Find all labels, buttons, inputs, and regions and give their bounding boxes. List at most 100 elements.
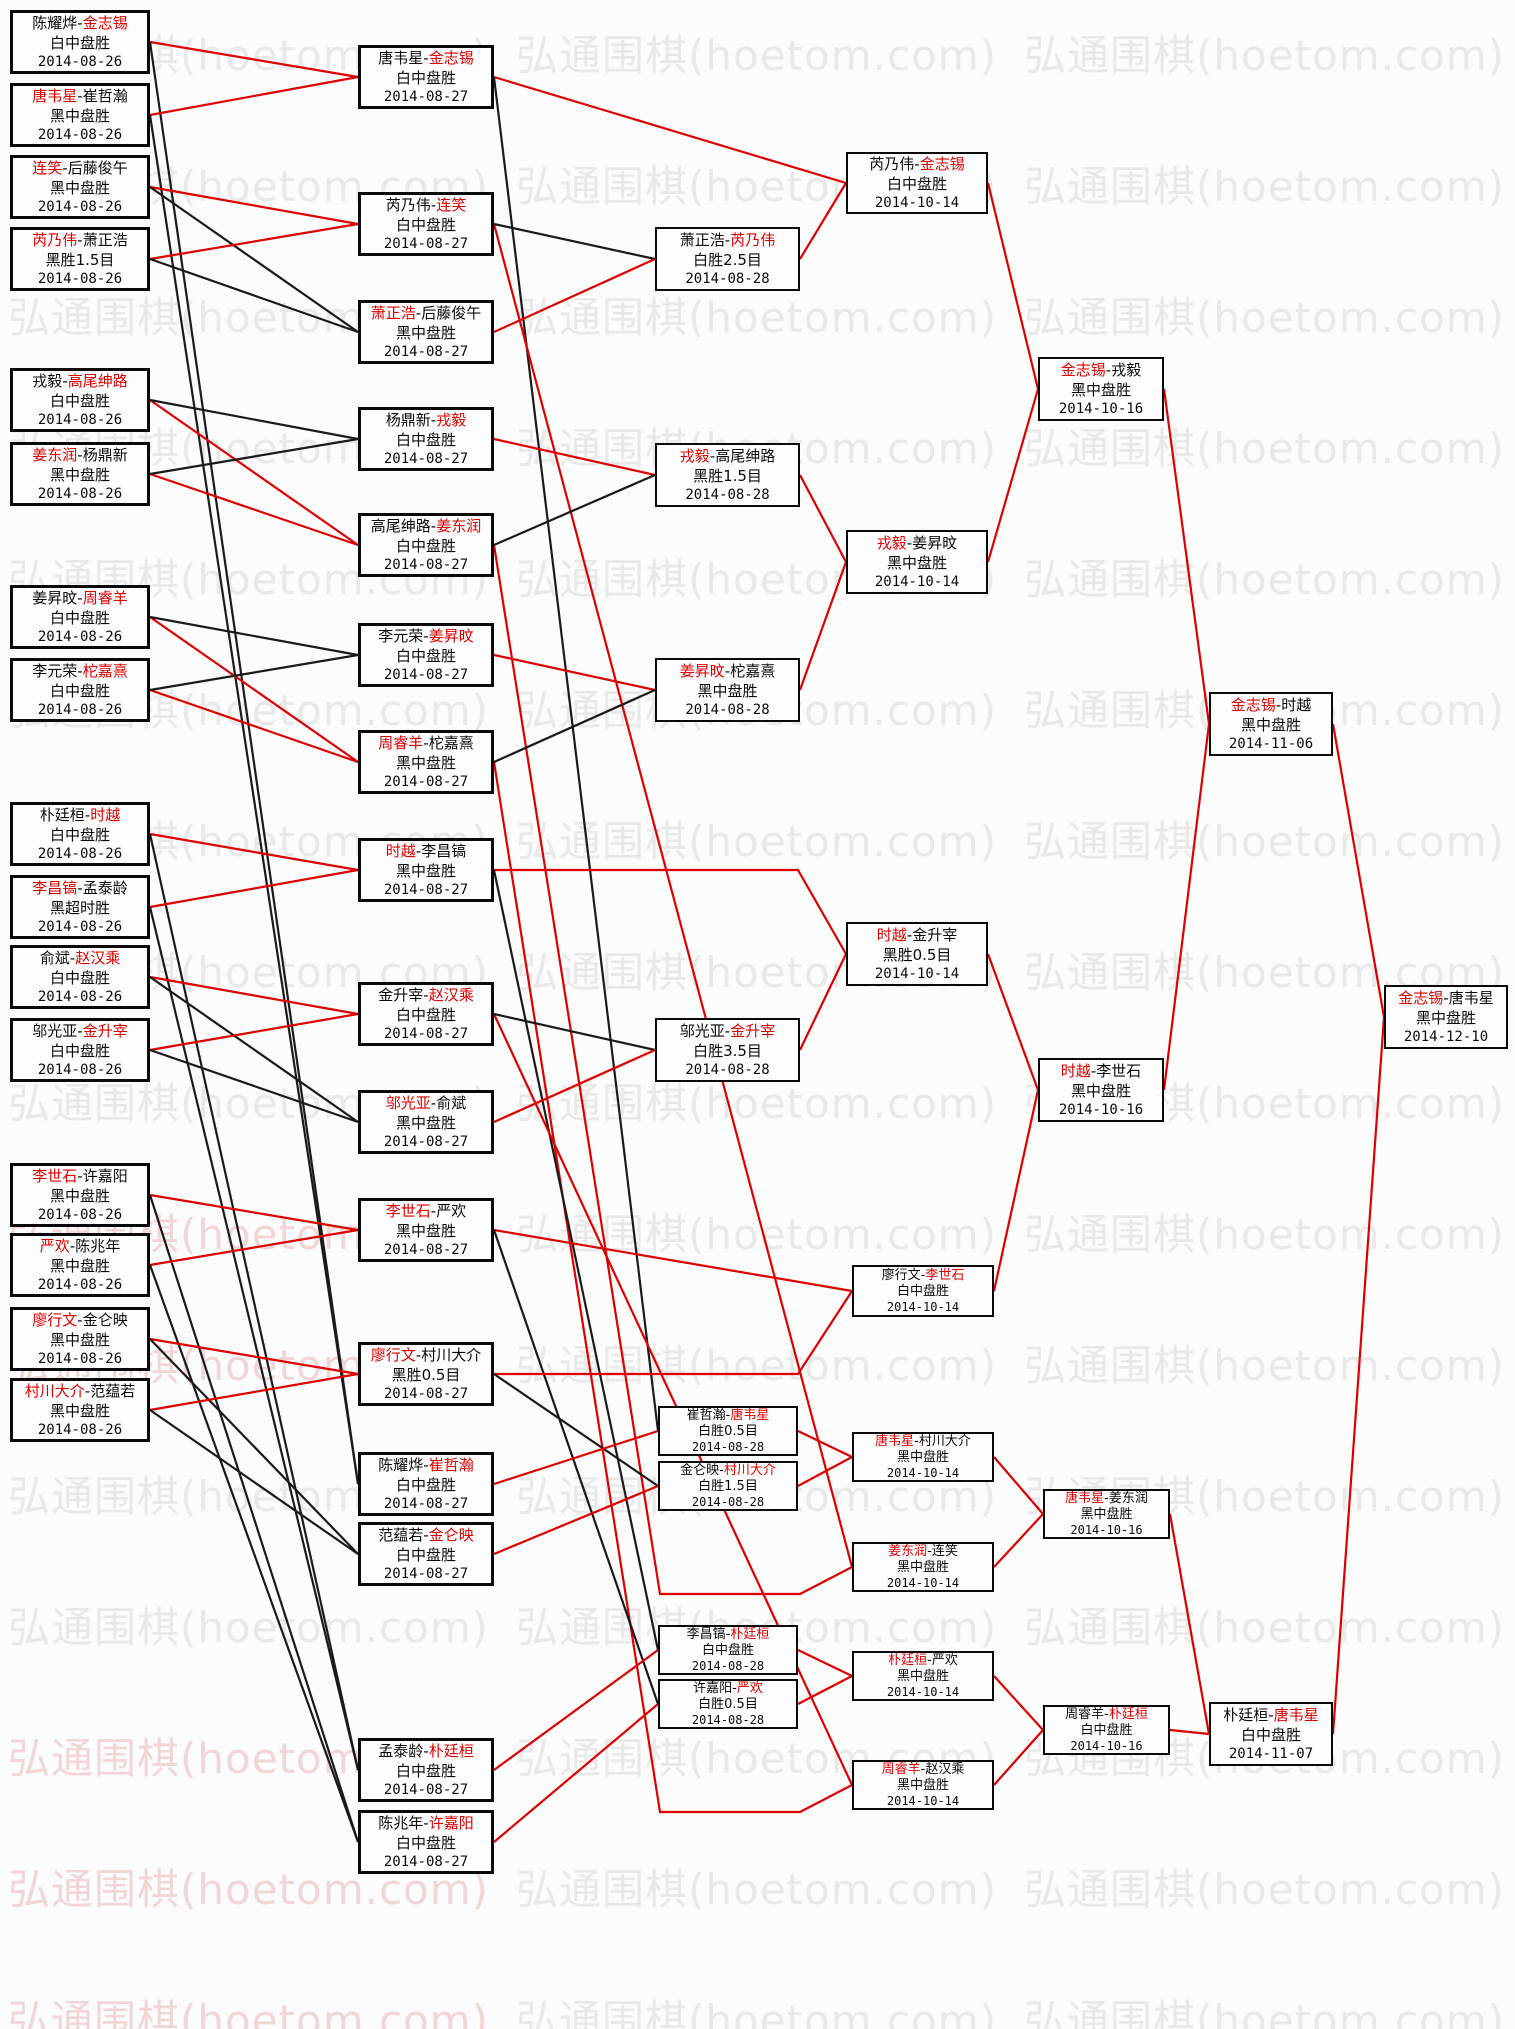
player2-name: 后藤俊午 — [67, 158, 128, 177]
dash-separator: - — [920, 1267, 926, 1283]
connector-win-r1m15-r2m12 — [149, 1337, 359, 1376]
player2-name: 严欢 — [931, 1652, 958, 1668]
match-box-r1m15: 廖行文-金仑映 黑中盘胜 2014-08-26 — [10, 1307, 150, 1371]
match-box-r2m12: 廖行文-村川大介 黑胜0.5目 2014-08-27 — [358, 1342, 494, 1406]
match-result: 白胜1.5目 — [698, 1478, 758, 1494]
match-box-r1m10: 李昌镐-孟泰龄 黑超时胜 2014-08-26 — [10, 875, 150, 939]
match-players: 邬光亚-金升宰 — [13, 1021, 147, 1041]
match-result: 白中盘胜 — [395, 1833, 456, 1852]
match-players: 连笑-后藤俊午 — [13, 158, 147, 178]
dash-separator: - — [415, 1345, 422, 1364]
player2-name: 俞斌 — [436, 1093, 467, 1112]
connector-lose-r2m9-r3m4 — [493, 1012, 656, 1052]
match-players: 姜昇旼-柁嘉熹 — [657, 661, 798, 681]
match-players: 戎毅-高尾绅路 — [13, 371, 147, 391]
match-players: 邬光亚-俞斌 — [361, 1093, 491, 1113]
dash-separator: - — [423, 733, 429, 752]
player2-name: 柁嘉熹 — [82, 661, 128, 680]
dash-separator: - — [77, 1021, 83, 1040]
match-date: 2014-08-26 — [37, 1276, 123, 1293]
match-date: 2014-08-26 — [37, 270, 123, 287]
match-date: 2014-08-27 — [383, 773, 469, 790]
match-players: 俞斌-赵汉乘 — [13, 948, 147, 968]
connector-win-r2m3-r3m1 — [493, 257, 656, 334]
match-players: 朴廷桓-严欢 — [854, 1653, 992, 1669]
match-result: 黑中盘胜 — [1070, 380, 1131, 399]
match-box-r2m14: 范蕴若-金仑映 白中盘胜 2014-08-27 — [358, 1522, 494, 1586]
match-players: 朴廷桓-时越 — [13, 805, 147, 825]
match-result: 黑中盘胜 — [896, 1559, 949, 1575]
match-date: 2014-08-28 — [691, 1712, 765, 1727]
player1-name: 朴廷桓 — [1223, 1705, 1269, 1724]
connector-lose-r1m4-r2m3 — [149, 257, 359, 334]
match-box-r4m7: 朴廷桓-严欢 黑中盘胜 2014-10-14 — [852, 1651, 994, 1701]
connector-win-r5m1-r6m1 — [1162, 388, 1211, 725]
match-result: 白中盘胜 — [395, 646, 456, 665]
match-box-r2m4: 杨鼎新-戎毅 白中盘胜 2014-08-27 — [358, 407, 494, 471]
dash-separator: - — [77, 661, 83, 680]
player2-name: 李昌镐 — [421, 841, 467, 860]
dash-separator: - — [430, 1093, 437, 1112]
connector-win-r1m6-r2m5 — [149, 472, 359, 547]
connector-lose-r1m12-r2m10 — [149, 1048, 359, 1124]
dash-separator: - — [423, 626, 429, 645]
watermark-text: 弘通围棋(hoetom.com) — [1024, 817, 1506, 866]
connector-win-r3m2-r4m2 — [799, 474, 847, 563]
match-result: 黑胜0.5目 — [391, 1365, 461, 1384]
player1-name: 芮乃伟 — [32, 230, 78, 249]
connector-win-r1m11-r2m9 — [149, 975, 359, 1016]
player1-name: 姜东润 — [32, 445, 78, 464]
match-box-r3m6: 金仑映-村川大介 白胜1.5目 2014-08-28 — [658, 1461, 798, 1511]
player1-name: 李昌镐 — [32, 878, 78, 897]
connector-win-r2m1-r4m1 — [493, 75, 847, 185]
player2-name: 姜昇旼 — [428, 626, 474, 645]
match-result: 白中盘胜 — [49, 33, 110, 52]
watermark-text: 弘通围棋(hoetom.com) — [1024, 293, 1506, 342]
player2-name: 戎毅 — [1111, 360, 1142, 379]
player1-name: 戎毅 — [32, 371, 63, 390]
connector-win-r1m1-r2m1 — [149, 40, 359, 79]
dash-separator: - — [430, 516, 437, 535]
connector-win-r2m4-r3m2 — [493, 437, 656, 477]
connector-win-r1m2-r2m1 — [149, 75, 359, 117]
match-players: 金志锡-时越 — [1211, 695, 1331, 715]
match-result: 黑中盘胜 — [49, 106, 110, 125]
match-players: 唐韦星-姜东润 — [1045, 1491, 1168, 1507]
dash-separator: - — [77, 878, 83, 897]
dash-separator: - — [62, 371, 68, 390]
connector-win-r6m1-f1 — [1331, 723, 1386, 1018]
match-result: 黑中盘胜 — [49, 1186, 110, 1205]
match-result: 白中盘胜 — [395, 1545, 456, 1564]
match-box-r4m4: 廖行文-李世石 白中盘胜 2014-10-14 — [852, 1265, 994, 1317]
match-date: 2014-10-14 — [874, 573, 960, 590]
connector-lose-r1m14-r2m16 — [148, 1264, 360, 1843]
player1-name: 时越 — [876, 925, 907, 944]
match-date: 2014-08-28 — [685, 1061, 770, 1078]
match-box-r1m16: 村川大介-范蕴若 黑中盘胜 2014-08-26 — [10, 1378, 150, 1442]
connector-lose-r1m11-r2m10 — [149, 976, 359, 1123]
connector-win-r2m10-r3m4 — [493, 1048, 656, 1124]
connector-lose-r2m2-r3m1 — [493, 222, 656, 261]
match-result: 白胜0.5目 — [698, 1423, 758, 1439]
dash-separator: - — [1268, 1705, 1274, 1724]
connector-win-r3m3-r4m2 — [798, 561, 848, 691]
player1-name: 李元荣 — [378, 626, 424, 645]
connector-win-r5m2-r6m1 — [1162, 723, 1211, 1091]
match-box-r2m15: 孟泰龄-朴廷桓 白中盘胜 2014-08-27 — [358, 1738, 494, 1802]
match-players: 陈兆年-许嘉阳 — [361, 1813, 491, 1833]
match-players: 芮乃伟-金志锡 — [848, 154, 986, 174]
match-date: 2014-08-28 — [691, 1658, 765, 1673]
match-date: 2014-10-14 — [886, 1684, 960, 1699]
match-result: 黑中盘胜 — [395, 753, 456, 772]
dash-separator: - — [430, 1201, 437, 1220]
connector-win-r1m7-r2m7 — [149, 616, 359, 763]
match-result: 白胜2.5目 — [693, 250, 762, 269]
player1-name: 崔哲瀚 — [686, 1407, 726, 1423]
player2-name: 连笑 — [436, 195, 467, 214]
match-players: 陈耀烨-崔哲瀚 — [361, 1455, 491, 1475]
watermark-text: 弘通围棋(hoetom.com) — [516, 293, 998, 342]
match-result: 白中盘胜 — [49, 968, 110, 987]
match-players: 杨鼎新-戎毅 — [361, 410, 491, 430]
connector-win-r3m1-r4m1 — [799, 182, 847, 260]
player1-name: 许嘉阳 — [693, 1680, 733, 1696]
